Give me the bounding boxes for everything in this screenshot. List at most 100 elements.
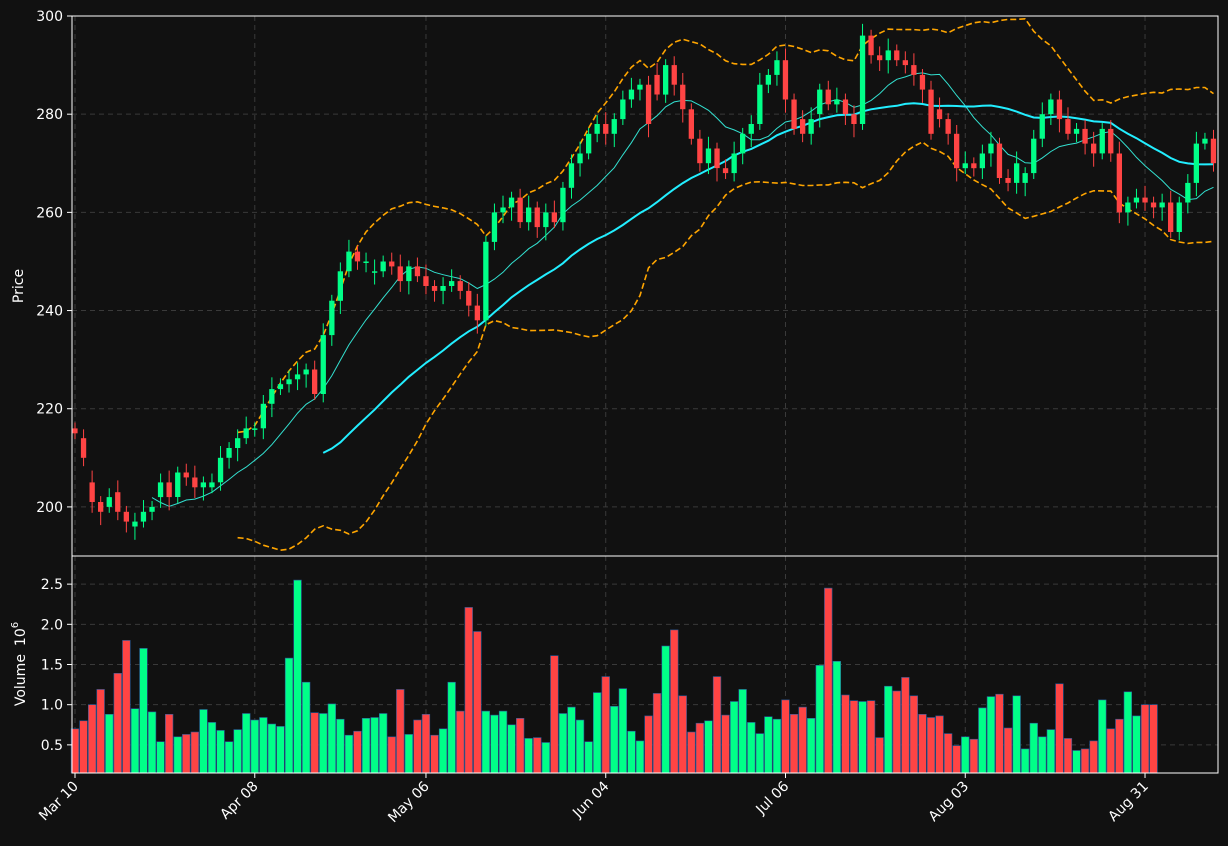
volume-bar [130,708,140,774]
volume-bar [995,693,1004,774]
volume-bar [344,734,354,774]
candle-body [1048,99,1054,115]
candle-body [526,207,532,223]
volume-bar [396,689,405,774]
volume-bar [541,742,550,774]
price-tick-label: 200 [36,500,63,516]
volume-bar [824,587,833,774]
volume-bar [901,677,910,774]
bollinger-bands [237,17,1214,552]
volume-bar [1038,736,1047,774]
candle-body [936,109,943,120]
candle-body [851,114,857,124]
candle-body [654,74,660,95]
candle-body [389,261,395,267]
volume-bar [781,699,790,774]
candle-body [517,197,523,223]
volume-bar [738,689,747,774]
candle-body [157,482,164,498]
volume-bar [567,706,576,774]
volume-bar [1029,722,1038,774]
candle-body [397,266,403,282]
volume-bar [849,700,859,774]
volume-bar [1080,748,1090,774]
volume-bar [182,734,191,774]
volume-y-ticks: 0.5 1.0 1.5 2.0 2.5 [41,577,72,754]
candle-body [329,300,335,336]
candle-body [800,119,806,134]
candle-body [1022,173,1028,183]
volume-bar [986,696,996,774]
candle-body [928,89,934,134]
volume-bar [627,730,636,774]
candle-body [628,89,635,100]
volume-bar [678,695,687,774]
volume-bar [918,713,927,774]
candle-body [500,207,506,213]
candle-body [132,521,138,527]
volume-bar [832,660,841,774]
candle-body [346,251,352,272]
candle-body [414,266,421,277]
volume-bar [421,713,431,774]
price-tick-label: 280 [36,107,63,123]
volume-bar [935,715,944,774]
candle-body [312,369,318,394]
volume-bar [695,722,704,774]
volume-bar [216,730,225,774]
volume-bar [147,711,157,774]
candlesticks [72,23,1217,540]
candle-body [431,286,438,291]
volume-tick-label: 1.0 [41,698,63,714]
volume-bar [387,736,396,774]
volume-bar [284,657,294,774]
volume-bar [798,706,807,774]
candle-body [1142,197,1148,203]
candle-body [620,99,626,120]
volume-tick-label: 2.5 [41,577,63,593]
volume-bar [498,710,508,774]
candle-body [1168,202,1174,232]
volume-bar [310,712,319,774]
volume-bar [1140,704,1150,774]
volume-bar [336,718,345,774]
candle-body [868,35,874,56]
volume-bar [250,719,259,774]
candle-body [774,60,780,75]
volume-bar [1132,715,1141,774]
volume-bar [173,736,182,774]
volume-bar [1089,740,1098,774]
candle-body [1185,182,1191,203]
volume-bar [139,648,148,774]
volume-bar [507,724,516,774]
candle-body [1133,197,1140,203]
candle-body [354,251,361,262]
volume-bar [404,734,413,774]
volume-bar [233,729,242,774]
volume-bar [772,718,782,774]
volume-axis-title: Volume [13,654,29,706]
volume-bar [712,676,722,774]
candle-body [902,60,908,66]
candle-body [911,65,917,75]
candle-body [740,133,746,154]
candle-body [1099,128,1105,154]
candle-body [551,212,557,223]
volume-bar [199,709,208,774]
slow-moving-average-line [322,102,1214,454]
volume-bar [105,713,114,774]
candle-body [491,212,498,242]
volume-bar [755,733,764,774]
volume-bar [618,688,627,774]
candle-body [303,369,309,375]
candle-body [80,438,87,458]
volume-bar [224,741,234,774]
candle-body [260,403,266,429]
volume-bar [892,690,901,774]
volume-bar [79,720,88,774]
volume-bar [866,700,876,774]
volume-bar [661,645,670,774]
volume-bar [841,694,850,774]
volume-bar [592,692,602,774]
candle-body [782,60,789,100]
